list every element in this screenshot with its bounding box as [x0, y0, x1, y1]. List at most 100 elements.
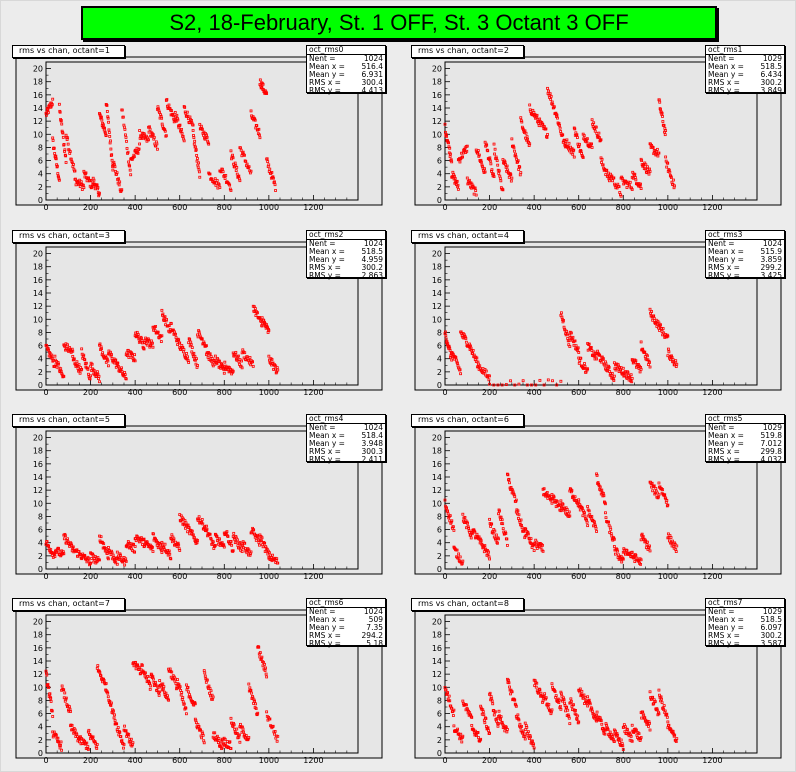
data-point [456, 187, 460, 191]
data-point [480, 543, 484, 547]
data-point [51, 136, 55, 140]
data-point [665, 498, 669, 502]
data-point [648, 361, 651, 364]
y-tick-label: 2 [38, 552, 43, 561]
data-point [454, 356, 458, 359]
data-point [599, 360, 603, 364]
data-point [263, 662, 266, 666]
data-point [275, 366, 279, 369]
x-tick-label: 1200 [303, 572, 323, 581]
y-tick-label: 14 [33, 289, 43, 298]
data-point [238, 179, 242, 183]
data-point [59, 740, 63, 744]
data-point [95, 183, 99, 187]
data-point [63, 691, 67, 695]
data-point [241, 150, 245, 154]
data-point [629, 733, 633, 737]
data-point [612, 545, 616, 548]
pad-octant-6[interactable]: 0 2 4 6 8 10 12 14 16 18 20 0 200 400 600 800 1000 1200 r… [409, 414, 787, 586]
data-point [675, 362, 679, 366]
data-point [75, 360, 79, 364]
pad-octant-8[interactable]: 0 2 4 6 8 10 12 14 16 18 20 0 200 400 600 800 1000 1200 r… [409, 598, 787, 770]
y-tick-label: 20 [432, 250, 442, 259]
data-point [188, 695, 192, 699]
data-point [156, 686, 160, 690]
data-point [221, 170, 225, 174]
data-point [265, 92, 269, 95]
data-point [458, 737, 462, 741]
pad-octant-4[interactable]: 0 2 4 6 8 10 12 14 16 18 20 0 200 400 600 800 1000 1200 r… [409, 230, 787, 402]
data-point [611, 734, 615, 738]
data-point [268, 167, 272, 171]
data-point [129, 737, 133, 741]
data-point [509, 379, 512, 383]
x-tick-label: 400 [128, 756, 143, 765]
data-point [110, 353, 113, 356]
data-point [572, 148, 576, 152]
y-tick-label: 14 [33, 473, 43, 482]
data-point [253, 699, 256, 703]
data-point [521, 379, 525, 383]
data-point [261, 664, 265, 668]
data-point [266, 160, 270, 163]
data-point [171, 329, 175, 332]
pad-octant-1[interactable]: 0 2 4 6 8 10 12 14 16 18 20 0 200 400 600 800 1000 1200 r… [10, 45, 388, 217]
data-point [561, 320, 565, 324]
pad-octant-7[interactable]: 0 2 4 6 8 10 12 14 16 18 20 0 200 400 600 800 1000 1200 r… [10, 598, 388, 770]
stats-name: oct_rms6 [307, 599, 385, 608]
data-point [245, 162, 249, 166]
data-point [460, 155, 464, 159]
data-point [590, 142, 593, 146]
data-point [64, 154, 68, 158]
stats-box: oct_rms4 Nent = 1024 Mean x = 518.4 Mean y… [306, 414, 386, 464]
data-point [151, 133, 155, 137]
data-point [148, 681, 152, 685]
data-point [529, 537, 533, 541]
data-point [185, 110, 189, 114]
data-point [133, 359, 137, 363]
data-point [270, 358, 274, 361]
stats-label: Mean y = [309, 255, 345, 264]
data-point [235, 727, 239, 731]
data-points [443, 307, 679, 387]
data-point [174, 336, 178, 339]
data-point [532, 549, 536, 552]
data-point [109, 147, 113, 151]
data-points [44, 513, 280, 567]
data-point [64, 696, 68, 700]
data-point [638, 370, 642, 374]
data-point [197, 161, 200, 165]
data-point [117, 733, 121, 737]
data-point [94, 556, 98, 560]
data-point [151, 341, 154, 345]
data-point [237, 354, 240, 358]
data-point [461, 151, 465, 155]
data-point [50, 103, 54, 106]
stats-label: RMS y = [708, 639, 740, 648]
data-point [258, 78, 262, 82]
data-point [157, 109, 161, 113]
data-point [100, 347, 103, 351]
data-point [443, 498, 447, 502]
y-tick-label: 18 [33, 447, 43, 456]
data-point [179, 693, 183, 697]
pad-octant-3[interactable]: 0 2 4 6 8 10 12 14 16 18 20 0 200 400 600 800 1000 1200 r… [10, 230, 388, 402]
data-point [64, 161, 68, 164]
data-point [475, 356, 479, 360]
data-point [609, 532, 613, 535]
data-point [576, 714, 580, 718]
x-tick-label: 800 [217, 203, 232, 212]
stats-mean-y: 3.948 [361, 439, 383, 448]
pad-title: rms vs chan, octant=3 [12, 230, 125, 243]
data-point [459, 732, 463, 736]
data-point [185, 351, 188, 355]
pad-octant-2[interactable]: 0 2 4 6 8 10 12 14 16 18 20 0 200 400 600 800 1000 1200 r… [409, 45, 787, 217]
pad-octant-5[interactable]: 0 2 4 6 8 10 12 14 16 18 20 0 200 400 600 800 1000 1200 r… [10, 414, 388, 586]
data-point [633, 176, 637, 179]
data-point [451, 351, 455, 355]
canvas-title: S2, 18-February, St. 1 OFF, St. 3 Octant… [169, 10, 629, 35]
data-point [116, 365, 120, 368]
data-point [598, 136, 601, 139]
data-point [559, 690, 563, 694]
data-point [600, 157, 604, 161]
